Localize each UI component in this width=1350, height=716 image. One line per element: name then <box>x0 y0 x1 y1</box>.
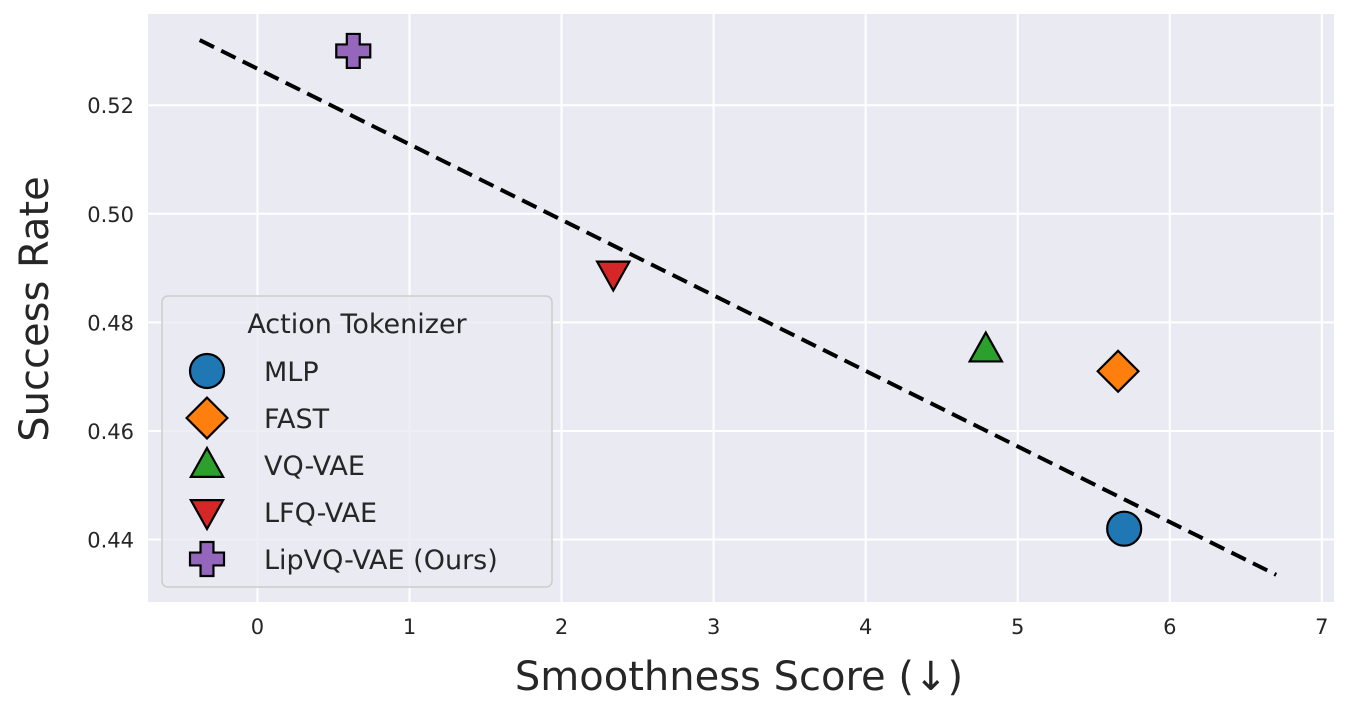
x-tick-label: 2 <box>555 615 568 639</box>
legend-label: FAST <box>264 404 330 435</box>
legend-label: LFQ-VAE <box>264 498 377 529</box>
data-points <box>335 32 1143 547</box>
legend: Action Tokenizer MLP FAST VQ-VAE LFQ-VAE Lip… <box>161 295 553 588</box>
legend-label: MLP <box>264 357 319 388</box>
x-tick-labels: 0 1 2 3 4 5 6 7 <box>251 615 1329 639</box>
x-tick-label: 1 <box>403 615 416 639</box>
y-tick-label: 0.46 <box>87 420 134 444</box>
trendline <box>198 38 1278 577</box>
y-axis-label: Success Rate <box>12 176 58 441</box>
legend-label: LipVQ-VAE (Ours) <box>264 545 498 576</box>
y-tick-label: 0.44 <box>87 529 134 553</box>
x-tick-label: 0 <box>251 615 264 639</box>
legend-marker-mlp <box>188 352 226 390</box>
y-tick-label: 0.48 <box>87 311 134 335</box>
point-mlp <box>1106 510 1143 547</box>
legend-marker-fast <box>185 396 229 440</box>
point-fast <box>1096 349 1141 394</box>
legend-marker-lipvq-vae-ours <box>188 540 226 578</box>
point-lipvq-vae-ours <box>335 32 372 70</box>
y-tick-label: 0.52 <box>87 94 134 118</box>
x-axis-label: Smoothness Score (↓) <box>515 654 963 700</box>
legend-box <box>161 295 553 588</box>
x-tick-label: 6 <box>1163 615 1176 639</box>
x-tick-label: 7 <box>1315 615 1328 639</box>
legend-marker-lfq-vae <box>188 499 226 532</box>
x-tick-label: 5 <box>1011 615 1024 639</box>
y-tick-label: 0.50 <box>87 203 134 227</box>
point-lfq-vae <box>595 260 632 293</box>
x-tick-label: 4 <box>859 615 872 639</box>
legend-label: VQ-VAE <box>264 451 365 482</box>
legend-marker-vq-vae <box>188 445 226 478</box>
legend-title: Action Tokenizer <box>247 309 467 340</box>
y-tick-labels: 0.44 0.46 0.48 0.50 0.52 <box>87 94 134 552</box>
x-tick-label: 3 <box>707 615 720 639</box>
trendline-group <box>198 38 1278 577</box>
point-vq-vae <box>967 330 1004 363</box>
